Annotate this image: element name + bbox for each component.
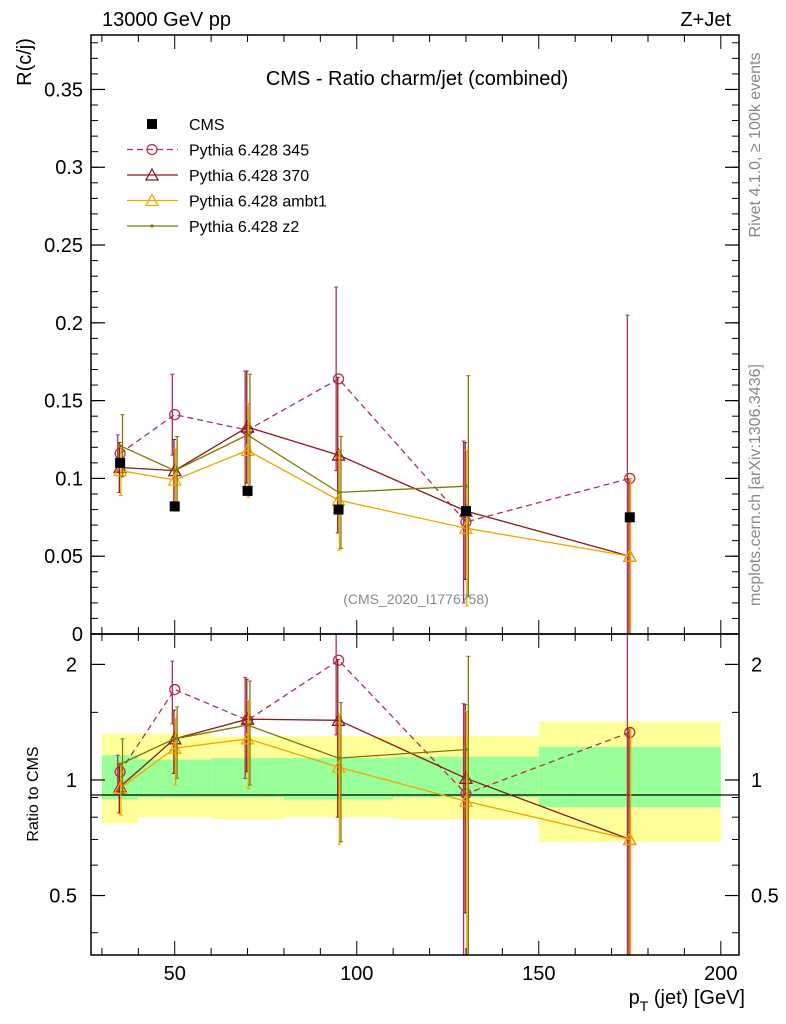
ratio-series-line-1 <box>119 718 631 841</box>
main-ytick-labels: 0 0.05 0.1 0.15 0.2 0.25 0.3 0.35 <box>44 79 83 646</box>
main-ytick-label-2: 0.1 <box>55 468 83 490</box>
ratio-ytick-label-left-0: 0.5 <box>49 886 77 908</box>
main-ytick-label-0: 0 <box>72 624 83 646</box>
main-point-s3-3 <box>336 490 341 495</box>
main-point-s0-4 <box>460 516 472 528</box>
ratio-frame <box>90 633 740 956</box>
ratio-point-s3-1 <box>173 737 177 741</box>
main-marks <box>113 286 637 635</box>
xtick-label-1: 100 <box>340 963 373 985</box>
ratio-ytick-label-right-2: 2 <box>751 654 762 676</box>
ratio-uncertainty-bands <box>101 721 721 842</box>
legend-marker-2 <box>144 167 160 181</box>
green-band-5 <box>538 746 721 808</box>
main-point-s3-0 <box>118 444 122 448</box>
main-ytick-label-5: 0.25 <box>44 235 83 257</box>
ratio-point-s0-3 <box>332 654 345 666</box>
green-band-2 <box>211 758 284 798</box>
main-point-s0-5 <box>624 472 636 485</box>
main-ytick-label-7: 0.35 <box>44 79 83 101</box>
main-ytick-label-4: 0.2 <box>55 313 83 335</box>
x-axis-label: pT (jet) [GeV] <box>629 987 745 1014</box>
ratio-point-s2-5 <box>622 832 637 846</box>
legend-marker-cms <box>147 119 157 129</box>
main-point-s3-2 <box>245 433 250 437</box>
ratio-y-axis-label: Ratio to CMS <box>25 746 42 841</box>
xtick-label-3: 200 <box>704 963 737 985</box>
legend-marker-4 <box>150 224 154 228</box>
ratio-point-s3-2 <box>245 723 250 727</box>
legend-label-0: CMS <box>189 117 225 134</box>
main-series-line-2 <box>119 449 630 557</box>
ratio-point-s0-4 <box>460 788 472 800</box>
ratio-series-line-0 <box>119 659 631 795</box>
ratio-point-s3-0 <box>118 762 122 766</box>
green-band-1 <box>138 759 212 798</box>
xtick-label-2: 150 <box>522 963 555 985</box>
legend-marker-1 <box>146 143 158 156</box>
ratio-ytick-labels: 0.5 0.5 1 1 2 2 <box>49 654 779 907</box>
ratio-point-s0-1 <box>169 683 181 696</box>
main-ytick-label-1: 0.05 <box>44 546 83 568</box>
header-left: 13000 GeV pp <box>102 9 231 31</box>
ratio-point-s3-4 <box>464 747 468 752</box>
legend: CMS Pythia 6.428 345 Pythia 6.428 370 Pythi… <box>127 117 327 236</box>
watermark-label: (CMS_2020_I1776758) <box>343 591 489 607</box>
main-ytick-label-3: 0.15 <box>44 391 83 413</box>
legend-label-4: Pythia 6.428 z2 <box>189 219 299 236</box>
legend-label-1: Pythia 6.428 345 <box>189 143 309 160</box>
chart-title: CMS - Ratio charm/jet (combined) <box>266 68 568 90</box>
side-label-rivet: Rivet 4.1.0, ≥ 100k events <box>747 53 764 238</box>
legend-marker-3 <box>144 193 160 207</box>
ratio-ytick-label-right-1: 1 <box>751 770 762 792</box>
side-label-mcplots: mcplots.cern.ch [arXiv:1306.3436] <box>747 364 764 606</box>
main-point-s0-3 <box>332 373 345 385</box>
ratio-panel: 0.5 0.5 1 1 2 2 50 100 150 200 Ratio to CMS pT (… <box>25 633 779 1014</box>
main-axis-ticks <box>91 35 739 635</box>
main-panel: 0 0.05 0.1 0.15 0.2 0.25 0.3 0.35 CMS - Ratio c… <box>14 34 740 646</box>
main-point-s0-1 <box>169 408 181 421</box>
ratio-axis-ticks <box>91 634 739 955</box>
green-band-3 <box>283 758 394 800</box>
ratio-series-line-2 <box>119 738 630 841</box>
ratio-marks <box>113 633 637 956</box>
green-band-4 <box>393 756 539 798</box>
header-right: Z+Jet <box>680 9 731 31</box>
ratio-point-s3-3 <box>336 756 341 760</box>
ratio-ytick-label-left-2: 2 <box>66 654 77 676</box>
main-y-axis-label: R(c/j) <box>14 38 36 86</box>
main-ytick-label-6: 0.3 <box>55 157 83 179</box>
legend-label-2: Pythia 6.428 370 <box>189 168 309 185</box>
xtick-labels: 50 100 150 200 <box>164 963 738 985</box>
main-point-s3-1 <box>173 469 177 473</box>
main-series-line-1 <box>120 426 630 557</box>
ratio-ytick-label-left-1: 1 <box>66 770 77 792</box>
legend-label-3: Pythia 6.428 ambt1 <box>189 194 327 211</box>
ratio-point-s0-0 <box>114 766 126 778</box>
xtick-label-0: 50 <box>164 963 186 985</box>
main-series-line-0 <box>119 377 630 523</box>
ratio-ytick-label-right-0: 0.5 <box>751 886 779 908</box>
main-point-s2-5 <box>622 548 637 562</box>
main-point-s3-4 <box>464 484 468 488</box>
ratio-point-s0-5 <box>624 726 636 739</box>
